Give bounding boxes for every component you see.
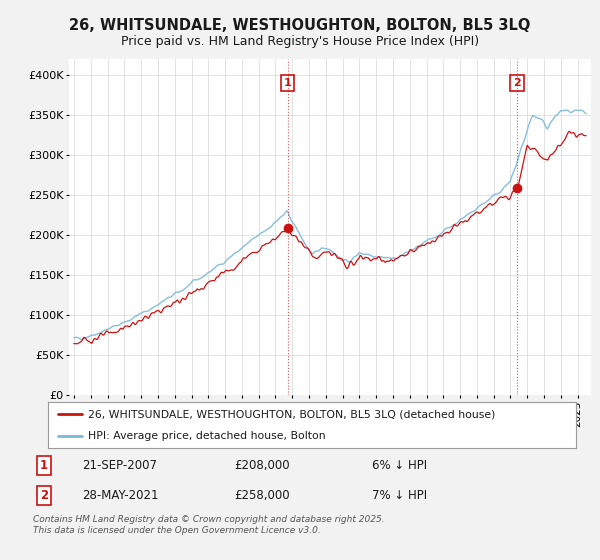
Text: 1: 1 <box>40 459 48 472</box>
Text: 2: 2 <box>513 78 521 88</box>
Text: 6% ↓ HPI: 6% ↓ HPI <box>372 459 427 472</box>
Text: HPI: Average price, detached house, Bolton: HPI: Average price, detached house, Bolt… <box>88 431 325 441</box>
Text: 28-MAY-2021: 28-MAY-2021 <box>82 489 159 502</box>
Text: 21-SEP-2007: 21-SEP-2007 <box>82 459 157 472</box>
Text: 1: 1 <box>284 78 292 88</box>
Text: 26, WHITSUNDALE, WESTHOUGHTON, BOLTON, BL5 3LQ: 26, WHITSUNDALE, WESTHOUGHTON, BOLTON, B… <box>70 18 530 33</box>
Text: £258,000: £258,000 <box>234 489 290 502</box>
Text: £208,000: £208,000 <box>234 459 290 472</box>
Text: 26, WHITSUNDALE, WESTHOUGHTON, BOLTON, BL5 3LQ (detached house): 26, WHITSUNDALE, WESTHOUGHTON, BOLTON, B… <box>88 409 495 419</box>
Text: 7% ↓ HPI: 7% ↓ HPI <box>372 489 427 502</box>
Text: 2: 2 <box>40 489 48 502</box>
Text: Price paid vs. HM Land Registry's House Price Index (HPI): Price paid vs. HM Land Registry's House … <box>121 35 479 48</box>
Text: Contains HM Land Registry data © Crown copyright and database right 2025.
This d: Contains HM Land Registry data © Crown c… <box>33 515 385 535</box>
